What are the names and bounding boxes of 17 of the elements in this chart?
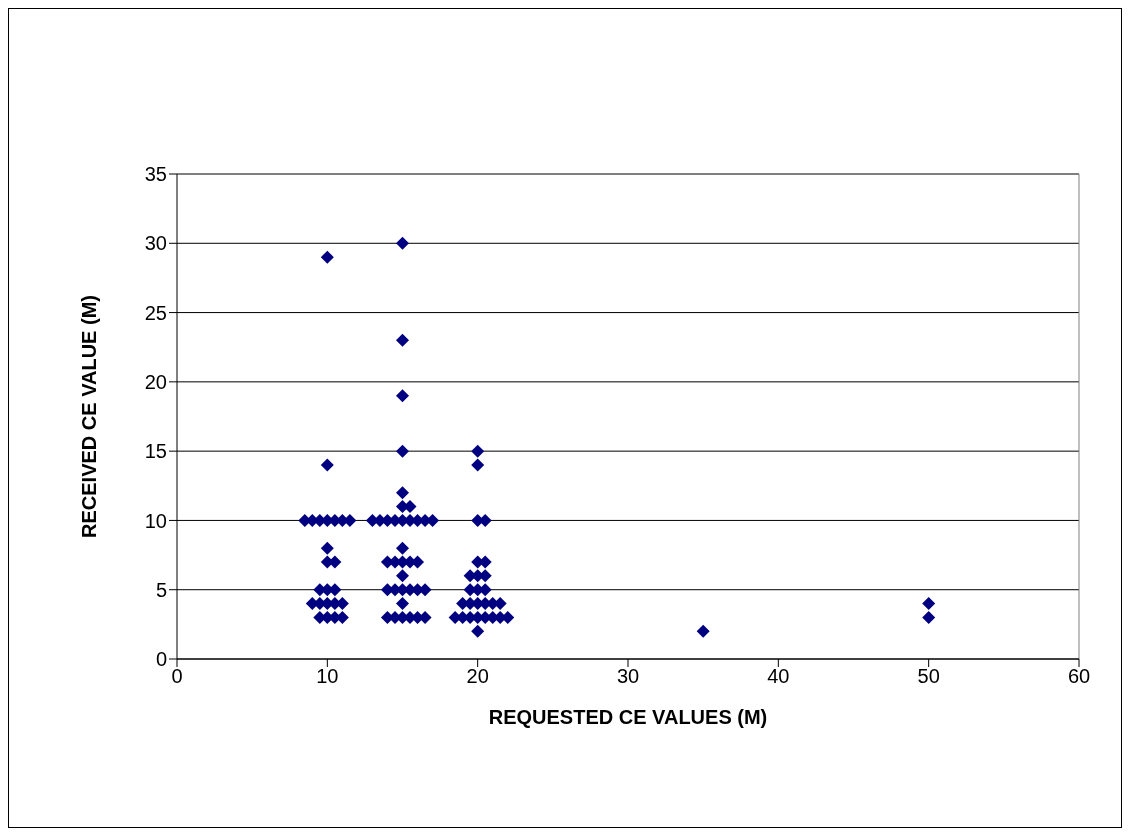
y-tick-label: 0	[155, 648, 167, 671]
x-tick-label: 50	[917, 665, 940, 688]
x-tick-label: 40	[767, 665, 790, 688]
x-tick-label: 20	[466, 665, 489, 688]
y-tick-label: 20	[144, 370, 167, 393]
x-tick-label: 30	[616, 665, 640, 688]
x-tick-label: 60	[1067, 665, 1091, 688]
y-tick-label: 15	[144, 440, 167, 463]
y-tick-label: 25	[144, 301, 167, 324]
y-tick-label: 35	[144, 163, 167, 186]
y-axis-title: RECEIVED CE VALUE (M)	[78, 295, 101, 538]
y-tick-label: 30	[144, 232, 167, 255]
x-tick-label: 10	[316, 665, 339, 688]
x-tick-label: 0	[171, 665, 183, 688]
y-tick-label: 10	[144, 509, 167, 532]
x-axis-title: REQUESTED CE VALUES (M)	[488, 706, 768, 728]
y-tick-label: 5	[155, 578, 167, 601]
